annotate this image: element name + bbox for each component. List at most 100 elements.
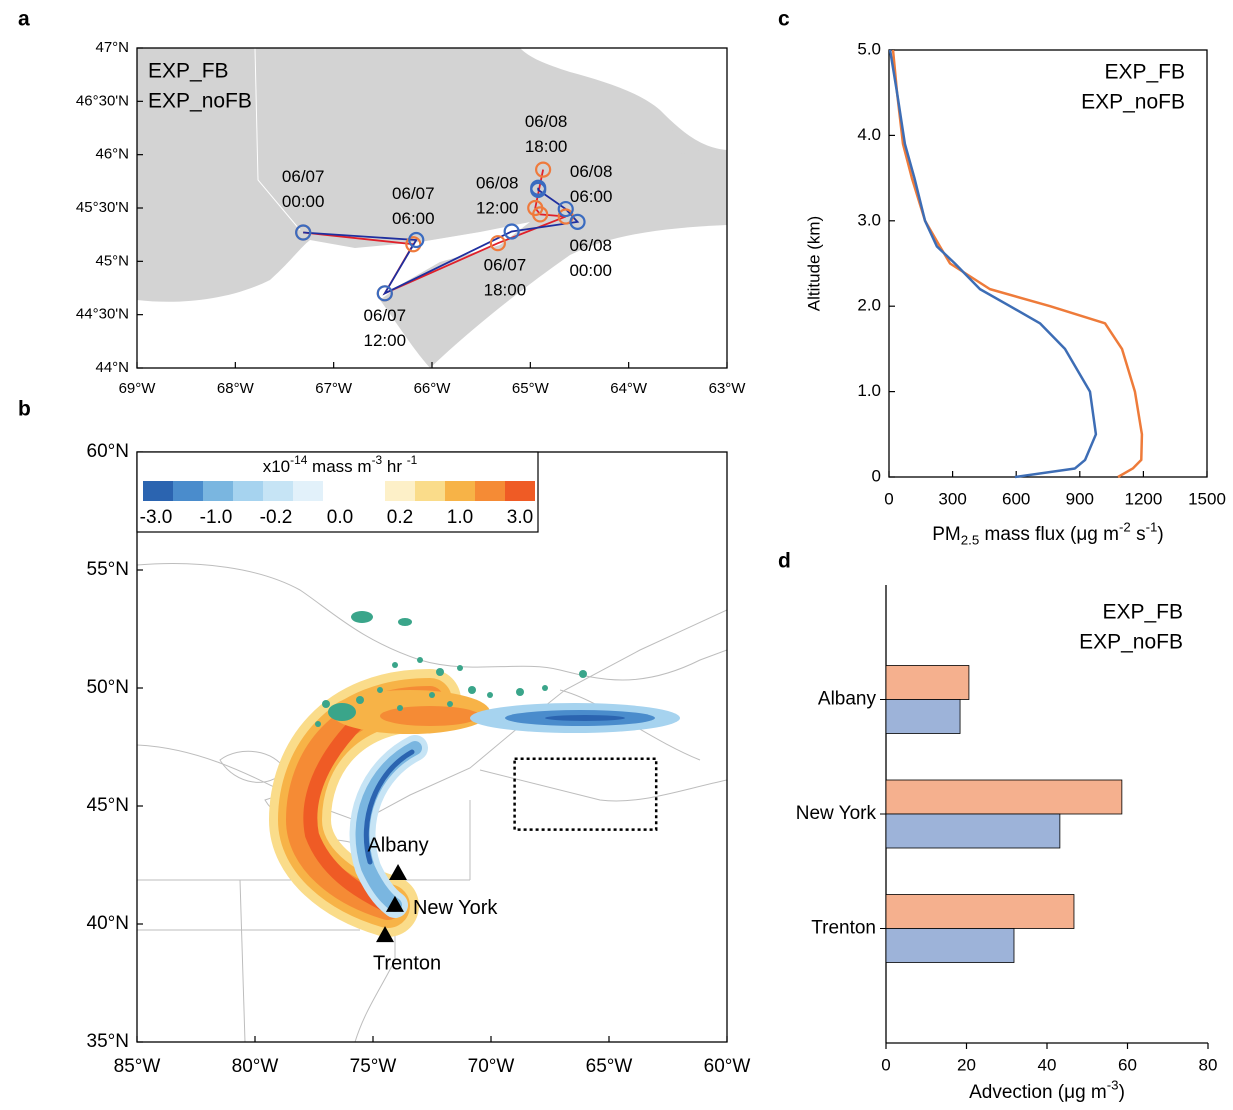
legend-entry: EXP_noFB bbox=[1081, 91, 1185, 114]
y-axis-label: Altitude (km) bbox=[804, 216, 823, 311]
label-part: -2 bbox=[1119, 519, 1131, 534]
x-tick-label: 20 bbox=[957, 1055, 976, 1074]
map-b-background bbox=[137, 563, 727, 1042]
time-label: 06:00 bbox=[570, 187, 613, 206]
label-part: ) bbox=[1119, 1082, 1125, 1103]
x-tick-label: 67°W bbox=[315, 380, 353, 397]
colorbar-swatch bbox=[143, 481, 173, 501]
trajectory-point bbox=[535, 161, 552, 178]
plume bbox=[363, 749, 415, 865]
fire-points bbox=[315, 611, 587, 727]
city-label: Albany bbox=[367, 834, 428, 856]
city-marker bbox=[376, 926, 395, 943]
colorbar-tick-label: 3.0 bbox=[507, 507, 533, 528]
x-tick-label: 0 bbox=[884, 489, 893, 508]
x-tick-label: 1500 bbox=[1188, 489, 1226, 508]
x-tick-label: 0 bbox=[881, 1055, 890, 1074]
label-part: x10 bbox=[263, 457, 290, 476]
colorbar-tick-label: 1.0 bbox=[447, 507, 473, 528]
map-a-background bbox=[137, 48, 727, 368]
label-part: hr bbox=[382, 457, 407, 476]
colorbar-swatch bbox=[293, 481, 323, 501]
label-part: -3 bbox=[1107, 1077, 1119, 1092]
y-tick-label: 3.0 bbox=[857, 210, 881, 229]
x-axis-label: PM2.5 mass flux (μg m-2 s-1) bbox=[932, 519, 1164, 547]
trajectory-point bbox=[376, 285, 393, 302]
colorbar-swatch bbox=[263, 481, 293, 501]
y-tick-label: 47°N bbox=[95, 39, 129, 56]
y-tick-label: 60°N bbox=[87, 441, 129, 462]
x-tick-label: 300 bbox=[938, 489, 966, 508]
x-tick-label: 1200 bbox=[1124, 489, 1162, 508]
x-tick-label: 63°W bbox=[709, 380, 747, 397]
trajectory-point bbox=[503, 223, 520, 240]
trajectory-point bbox=[295, 224, 312, 241]
panel-label: a bbox=[18, 8, 30, 31]
legend-entry: EXP_noFB bbox=[148, 90, 252, 113]
y-tick-label: 5.0 bbox=[857, 39, 881, 58]
category-label: New York bbox=[796, 803, 877, 824]
x-tick-label: 64°W bbox=[610, 380, 648, 397]
legend-entry: EXP_FB bbox=[1104, 61, 1185, 84]
y-tick-label: 1.0 bbox=[857, 381, 881, 400]
time-label: 18:00 bbox=[525, 137, 568, 156]
plot-frame bbox=[888, 49, 1208, 478]
time-label: 06:00 bbox=[392, 209, 435, 228]
sea bbox=[520, 48, 727, 150]
trajectory-point bbox=[408, 231, 425, 249]
y-tick-label: 55°N bbox=[87, 559, 129, 580]
time-label: 06/08 bbox=[476, 173, 519, 192]
colorbar-swatch bbox=[445, 481, 475, 501]
city-label: New York bbox=[413, 897, 498, 919]
colorbar-swatch bbox=[203, 481, 233, 501]
border bbox=[254, 48, 301, 231]
bar bbox=[885, 813, 1061, 849]
x-tick-label: 60°W bbox=[704, 1056, 751, 1077]
time-label: 00:00 bbox=[282, 192, 325, 211]
panel-label: d bbox=[778, 550, 791, 573]
label-part: -1 bbox=[407, 453, 418, 467]
colorbar-swatch bbox=[505, 481, 535, 501]
plume bbox=[303, 713, 395, 913]
y-tick-label: 44°30'N bbox=[76, 306, 129, 323]
bar bbox=[885, 779, 1123, 815]
legend-entry: EXP_noFB bbox=[1079, 631, 1183, 654]
profile-line bbox=[888, 49, 1098, 479]
city-label: Trenton bbox=[373, 952, 441, 974]
time-label: 06/07 bbox=[484, 256, 527, 275]
label-part: s bbox=[1131, 524, 1146, 545]
colorbar-title: x10-14 mass m-3 hr -1 bbox=[263, 453, 418, 476]
category-label: Albany bbox=[818, 689, 877, 710]
plume bbox=[545, 715, 625, 721]
y-tick-label: 35°N bbox=[87, 1031, 129, 1052]
y-tick-label: 45°N bbox=[95, 252, 129, 269]
x-tick-label: 66°W bbox=[414, 380, 452, 397]
colorbar-tick-label: -3.0 bbox=[140, 507, 173, 528]
y-tick-label: 46°30'N bbox=[76, 92, 129, 109]
time-label: 06/07 bbox=[392, 184, 435, 203]
y-tick-label: 0 bbox=[872, 466, 881, 485]
colorbar-tick-label: 0.0 bbox=[327, 507, 353, 528]
colorbar-tick-label: -0.2 bbox=[260, 507, 293, 528]
time-label: 12:00 bbox=[364, 331, 407, 350]
panel-label: c bbox=[778, 8, 790, 31]
y-tick-label: 50°N bbox=[87, 677, 129, 698]
bar bbox=[885, 699, 961, 734]
bar bbox=[885, 928, 1015, 963]
x-tick-label: 900 bbox=[1066, 489, 1094, 508]
x-tick-label: 80 bbox=[1199, 1055, 1218, 1074]
legend-entry: EXP_FB bbox=[1102, 601, 1183, 624]
trajectory-point bbox=[569, 213, 586, 230]
panel-label: b bbox=[18, 398, 31, 421]
x-tick-label: 69°W bbox=[119, 380, 157, 397]
sea bbox=[430, 225, 727, 368]
x-axis-label: Advection (μg m-3) bbox=[969, 1077, 1125, 1103]
x-tick-label: 600 bbox=[1002, 489, 1030, 508]
colorbar-swatch bbox=[415, 481, 445, 501]
label-part: ) bbox=[1157, 524, 1163, 545]
x-tick-label: 40 bbox=[1038, 1055, 1057, 1074]
colorbar-swatch bbox=[233, 481, 263, 501]
label-part: 2.5 bbox=[961, 532, 980, 547]
label-part: mass m bbox=[307, 457, 371, 476]
trajectory-point bbox=[489, 235, 506, 252]
